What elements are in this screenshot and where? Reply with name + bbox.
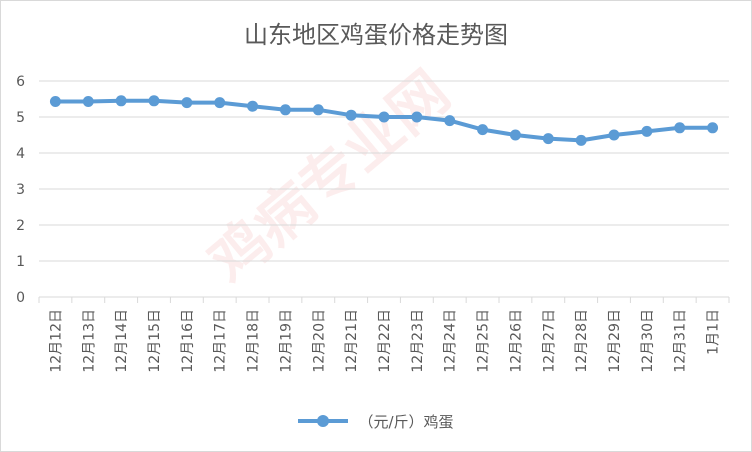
chart-title: 山东地区鸡蛋价格走势图: [244, 21, 508, 49]
x-tick-label: 12月19日: [278, 309, 294, 373]
data-point: [214, 97, 226, 109]
y-tick-label: 1: [16, 254, 25, 270]
x-tick-label: 12月15日: [147, 309, 163, 373]
data-point: [477, 124, 489, 136]
y-tick-label: 6: [16, 74, 25, 90]
y-tick-label: 0: [16, 290, 25, 306]
data-point: [247, 100, 259, 112]
y-tick-label: 3: [16, 182, 25, 198]
x-tick-label: 12月26日: [508, 309, 524, 373]
x-tick-label: 12月16日: [180, 309, 196, 373]
y-tick-label: 4: [16, 146, 25, 162]
data-point: [181, 97, 193, 109]
x-tick-label: 12月28日: [574, 309, 590, 373]
legend-line-marker: [298, 415, 349, 427]
x-tick-label: 12月22日: [377, 309, 393, 373]
x-tick-label: 12月17日: [213, 309, 229, 373]
legend-label: （元/斤）鸡蛋: [358, 412, 454, 431]
x-tick-label: 12月20日: [311, 309, 327, 373]
x-tick-label: 12月18日: [246, 309, 262, 373]
data-point: [707, 122, 719, 134]
x-tick-label: 12月12日: [48, 309, 64, 373]
data-point: [49, 96, 61, 108]
data-point: [674, 122, 686, 134]
data-point: [148, 95, 160, 107]
data-point: [542, 133, 554, 145]
x-tick-label: 12月25日: [476, 309, 492, 373]
x-tick-label: 12月29日: [607, 309, 623, 373]
data-point: [82, 96, 94, 108]
y-tick-label: 5: [16, 110, 25, 126]
data-point: [608, 129, 620, 141]
data-point: [575, 134, 587, 146]
x-tick-label: 1月1日: [706, 309, 722, 355]
data-point: [411, 111, 423, 123]
data-point: [345, 109, 357, 121]
data-point: [312, 104, 324, 116]
x-tick-label: 12月27日: [541, 309, 557, 373]
y-tick-label: 2: [16, 218, 25, 234]
x-tick-label: 12月24日: [443, 309, 459, 373]
chart-legend: （元/斤）鸡蛋: [1, 409, 751, 432]
data-point: [509, 129, 521, 141]
data-point: [444, 115, 456, 127]
data-point: [641, 125, 653, 137]
x-tick-label: 12月30日: [640, 309, 656, 373]
data-point: [378, 111, 390, 123]
x-tick-label: 12月31日: [673, 309, 689, 373]
x-tick-label: 12月21日: [344, 309, 360, 373]
data-point: [279, 104, 291, 116]
x-tick-label: 12月13日: [81, 309, 97, 373]
data-point: [115, 95, 127, 107]
x-tick-label: 12月14日: [114, 309, 130, 373]
x-tick-label: 12月23日: [410, 309, 426, 373]
